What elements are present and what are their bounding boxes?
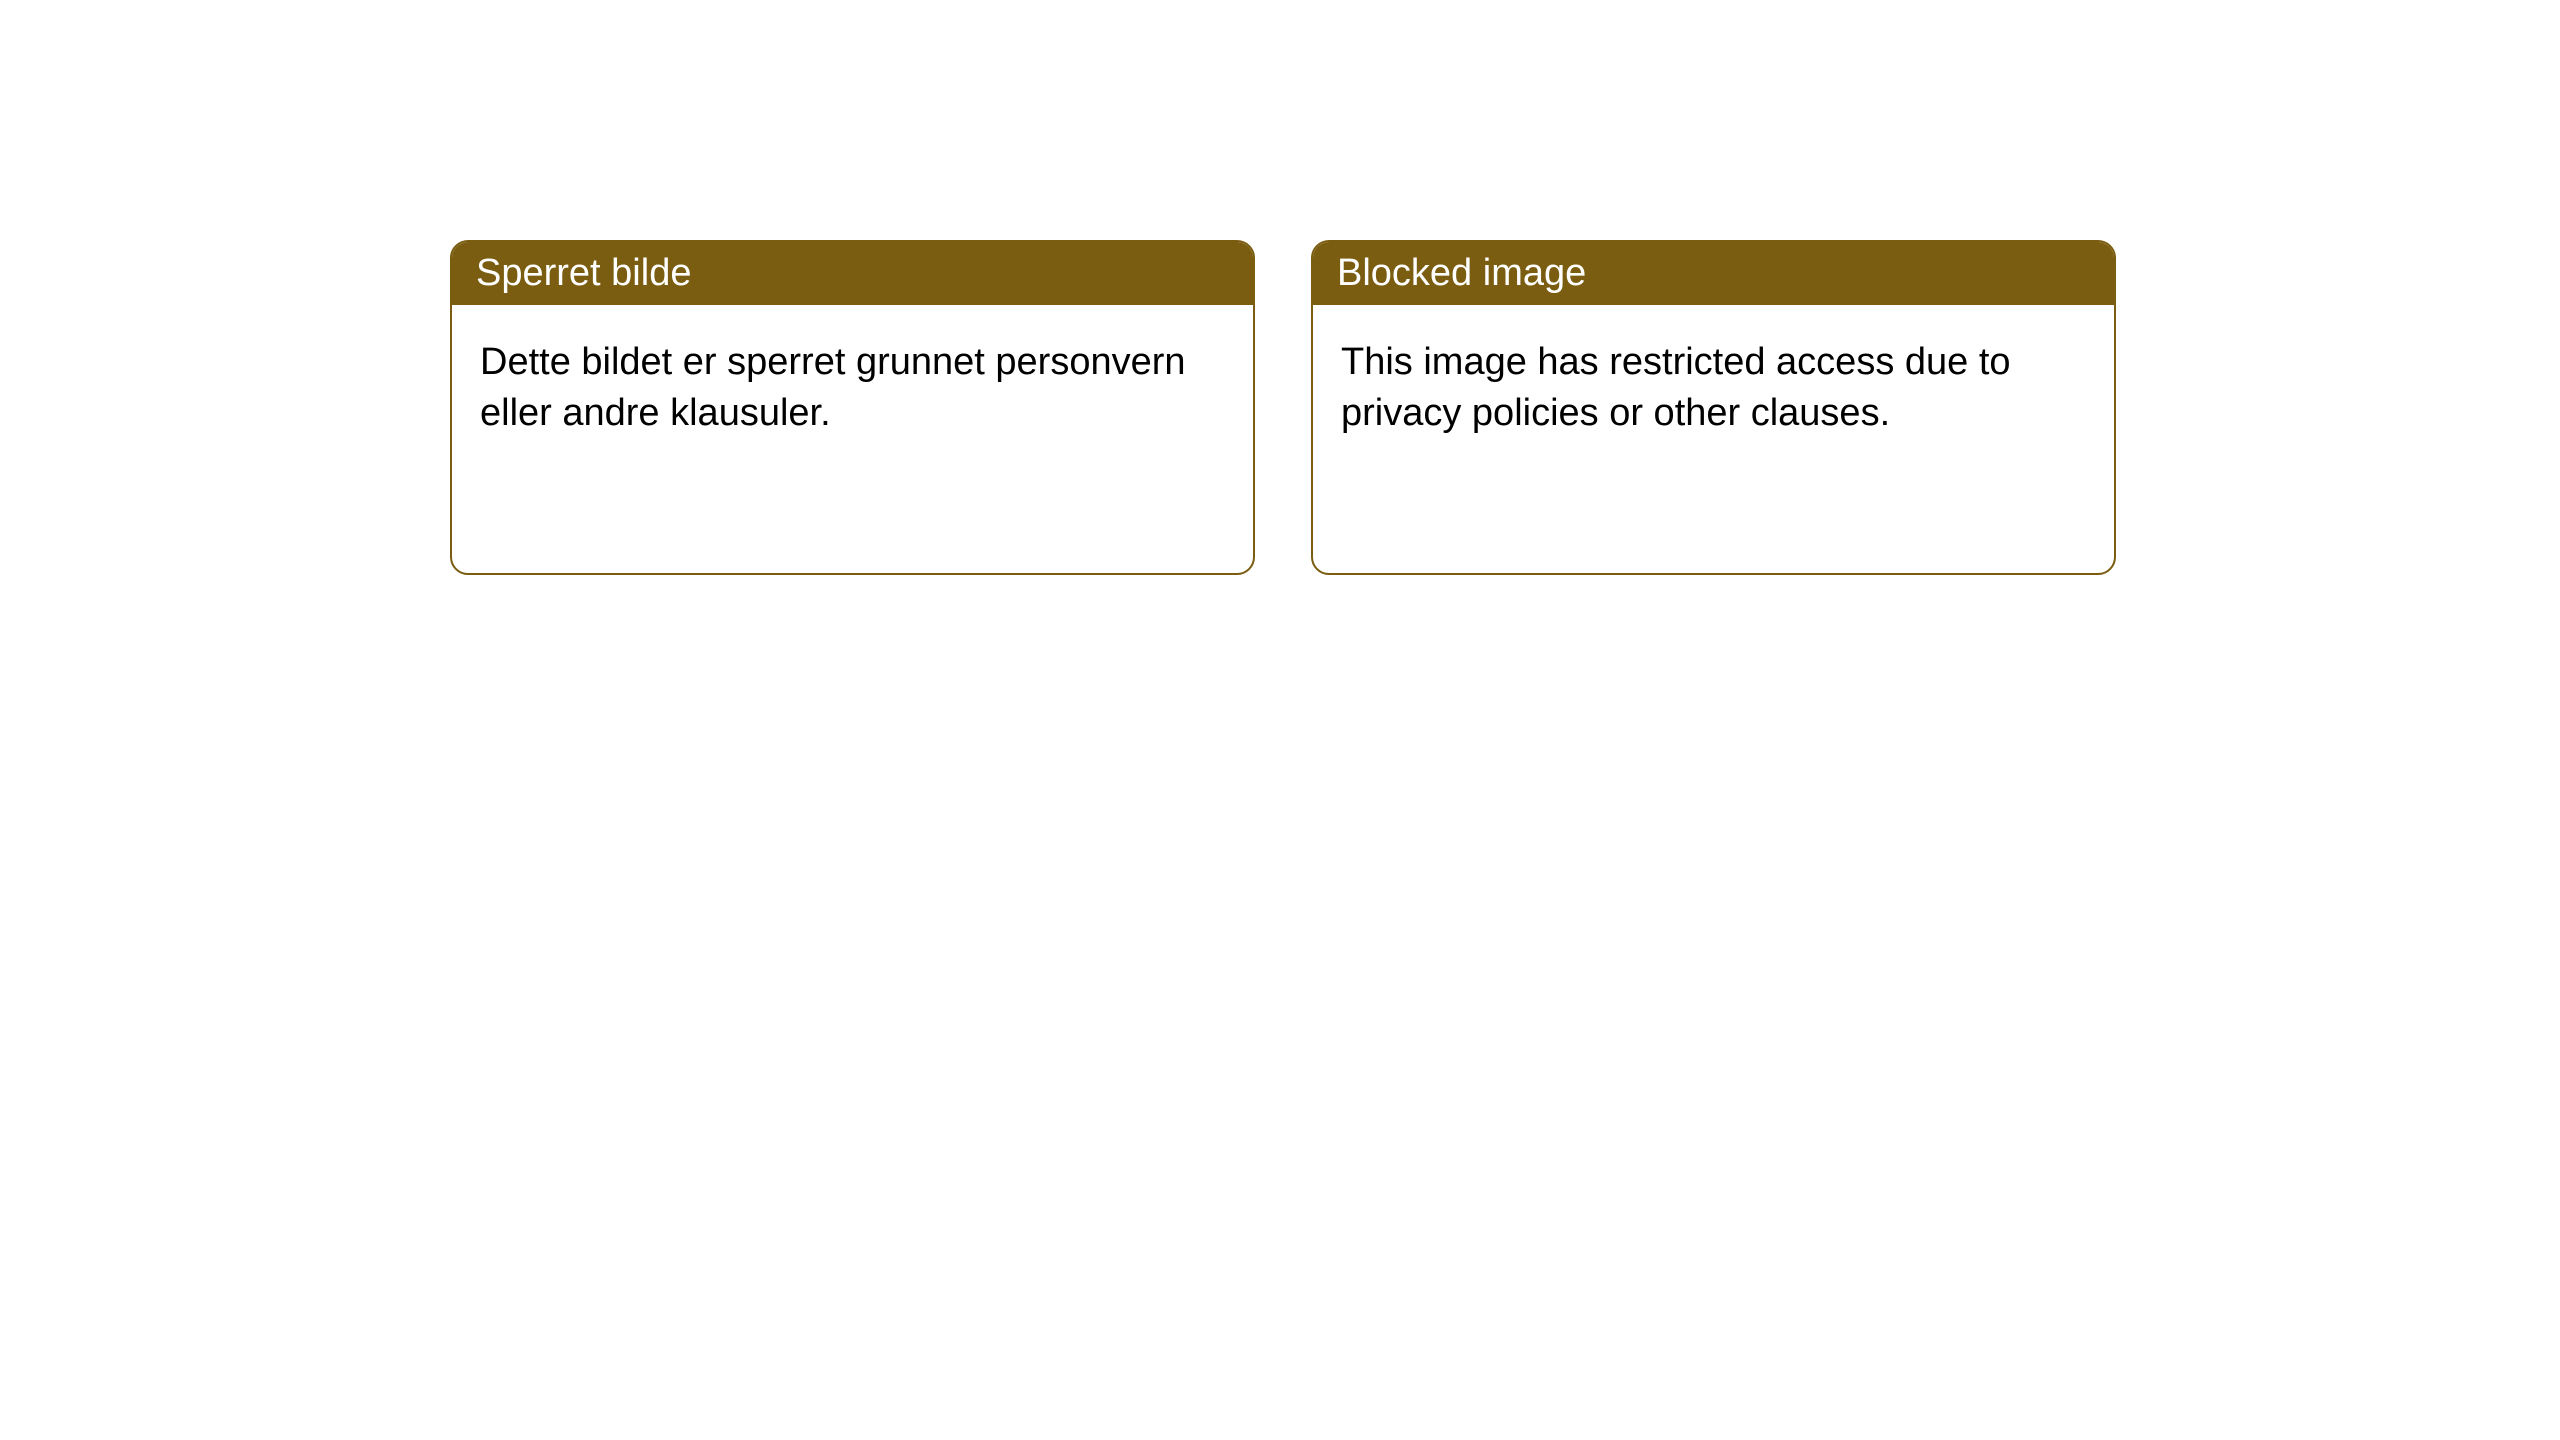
notice-card-norwegian: Sperret bilde Dette bildet er sperret gr… <box>450 240 1255 575</box>
card-header: Sperret bilde <box>452 242 1253 305</box>
card-message: This image has restricted access due to … <box>1341 341 2011 434</box>
notice-card-english: Blocked image This image has restricted … <box>1311 240 2116 575</box>
card-header: Blocked image <box>1313 242 2114 305</box>
card-title: Blocked image <box>1337 252 1586 294</box>
card-message: Dette bildet er sperret grunnet personve… <box>480 341 1186 434</box>
card-title: Sperret bilde <box>476 252 691 294</box>
card-body: This image has restricted access due to … <box>1313 305 2114 472</box>
card-body: Dette bildet er sperret grunnet personve… <box>452 305 1253 472</box>
notice-cards-container: Sperret bilde Dette bildet er sperret gr… <box>450 240 2560 575</box>
